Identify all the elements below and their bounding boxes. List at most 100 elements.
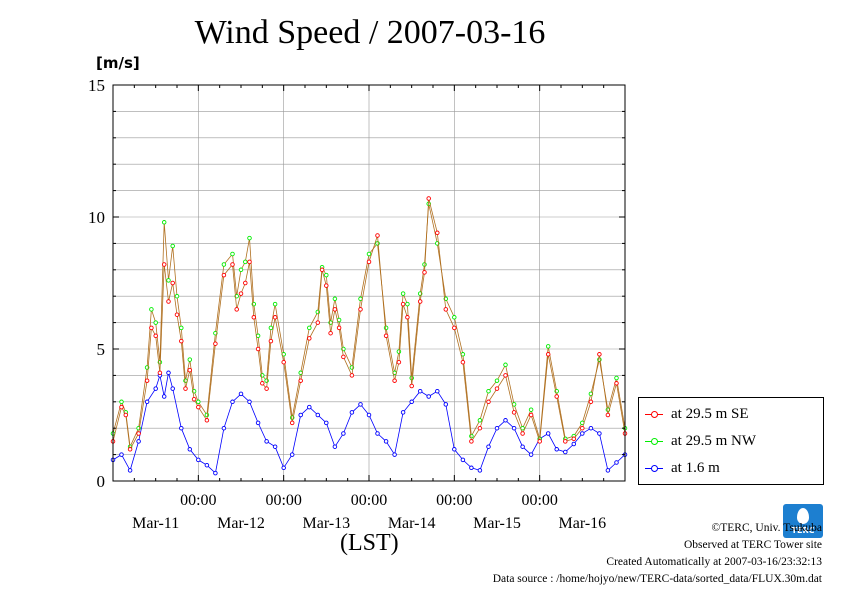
data-point-0 xyxy=(435,230,440,236)
data-point-0 xyxy=(153,333,158,339)
data-point-2 xyxy=(238,391,244,397)
data-point-1 xyxy=(268,325,274,331)
legend-label-nw: at 29.5 m NW xyxy=(671,432,756,449)
x-time-label: 00:00 xyxy=(265,492,301,509)
data-point-1 xyxy=(307,325,312,331)
data-point-0 xyxy=(123,412,129,418)
data-point-2 xyxy=(452,447,457,452)
data-point-0 xyxy=(319,267,325,273)
data-point-1 xyxy=(477,418,483,423)
x-axis-label: (LST) xyxy=(340,530,399,556)
data-point-1 xyxy=(358,296,363,302)
data-point-2 xyxy=(255,420,261,426)
x-date-label: Mar-13 xyxy=(302,515,350,532)
legend-swatch-1-6m xyxy=(645,464,663,472)
legend: at 29.5 m SE at 29.5 m NW at 1.6 m xyxy=(638,397,824,485)
data-point-0 xyxy=(520,431,525,436)
data-point-1 xyxy=(119,399,124,405)
data-point-0 xyxy=(405,315,410,320)
data-point-1 xyxy=(204,412,210,418)
data-point-1 xyxy=(247,235,252,241)
data-point-2 xyxy=(136,439,141,444)
data-point-0 xyxy=(597,352,602,357)
data-point-2 xyxy=(580,431,585,436)
data-point-0 xyxy=(289,420,295,426)
data-point-1 xyxy=(149,307,154,312)
data-point-0 xyxy=(332,307,338,312)
data-point-0 xyxy=(349,373,355,378)
data-point-2 xyxy=(298,412,303,418)
data-point-2 xyxy=(588,425,594,431)
data-point-0 xyxy=(264,386,269,391)
data-point-0 xyxy=(409,383,414,389)
data-point-0 xyxy=(341,354,346,360)
data-point-2 xyxy=(563,449,568,455)
data-point-0 xyxy=(307,336,312,341)
data-point-0 xyxy=(469,439,474,444)
data-point-1 xyxy=(324,272,329,278)
data-point-1 xyxy=(528,407,534,412)
data-point-2 xyxy=(392,452,397,457)
data-point-1 xyxy=(196,399,201,405)
footer-copyright: ©TERC, Univ. Tsukuba xyxy=(711,522,822,534)
data-point-1 xyxy=(238,267,244,273)
data-point-2 xyxy=(494,425,500,431)
data-point-0 xyxy=(136,431,141,436)
grid xyxy=(113,85,625,481)
data-point-2 xyxy=(166,370,171,376)
footer-created: Created Automatically at 2007-03-16/23:3… xyxy=(606,556,822,568)
data-point-0 xyxy=(230,262,235,267)
legend-label-se: at 29.5 m SE xyxy=(671,405,749,422)
terc-logo: TERC xyxy=(783,504,823,538)
y-tick-label: 5 xyxy=(97,340,106,359)
data-point-2 xyxy=(213,470,218,476)
data-point-0 xyxy=(251,315,257,320)
data-point-2 xyxy=(375,431,380,436)
data-point-2 xyxy=(597,431,602,436)
data-point-0 xyxy=(243,280,248,286)
legend-swatch-nw xyxy=(645,437,663,445)
data-point-2 xyxy=(204,462,210,468)
data-point-2 xyxy=(503,418,508,423)
data-point-1 xyxy=(230,251,235,257)
data-point-0 xyxy=(191,396,197,402)
y-axis-unit: [m/s] xyxy=(96,54,140,72)
x-date-label: Mar-11 xyxy=(132,515,179,532)
y-tick-label: 15 xyxy=(88,76,105,95)
data-point-0 xyxy=(443,307,449,312)
data-point-2 xyxy=(196,457,201,463)
data-point-0 xyxy=(234,307,239,312)
data-point-2 xyxy=(545,431,551,436)
data-point-1 xyxy=(153,320,158,325)
data-point-1 xyxy=(486,388,491,394)
data-point-0 xyxy=(247,259,252,265)
data-point-1 xyxy=(375,241,380,246)
data-point-2 xyxy=(469,465,474,471)
legend-item-1-6m: at 1.6 m xyxy=(639,458,720,478)
y-tick-label: 0 xyxy=(97,472,106,491)
data-point-2 xyxy=(409,399,414,405)
data-point-2 xyxy=(366,412,372,418)
data-point-2 xyxy=(230,399,235,405)
data-point-2 xyxy=(221,425,227,431)
data-point-0 xyxy=(460,359,466,365)
water-drop-icon xyxy=(797,508,809,524)
x-time-label: 00:00 xyxy=(351,492,387,509)
data-point-1 xyxy=(400,291,406,296)
data-point-1 xyxy=(469,433,474,439)
data-point-0 xyxy=(392,378,397,383)
data-point-2 xyxy=(554,447,559,452)
data-point-0 xyxy=(204,418,210,423)
data-point-1 xyxy=(187,357,193,362)
x-date-label: Mar-12 xyxy=(217,515,265,532)
data-point-1 xyxy=(264,378,269,383)
data-point-0 xyxy=(336,325,342,331)
data-point-2 xyxy=(528,452,534,457)
data-point-0 xyxy=(170,280,175,286)
data-point-0 xyxy=(144,378,150,383)
data-point-0 xyxy=(511,410,517,415)
data-point-2 xyxy=(315,412,321,418)
data-point-0 xyxy=(477,425,483,431)
data-point-1 xyxy=(383,325,389,331)
